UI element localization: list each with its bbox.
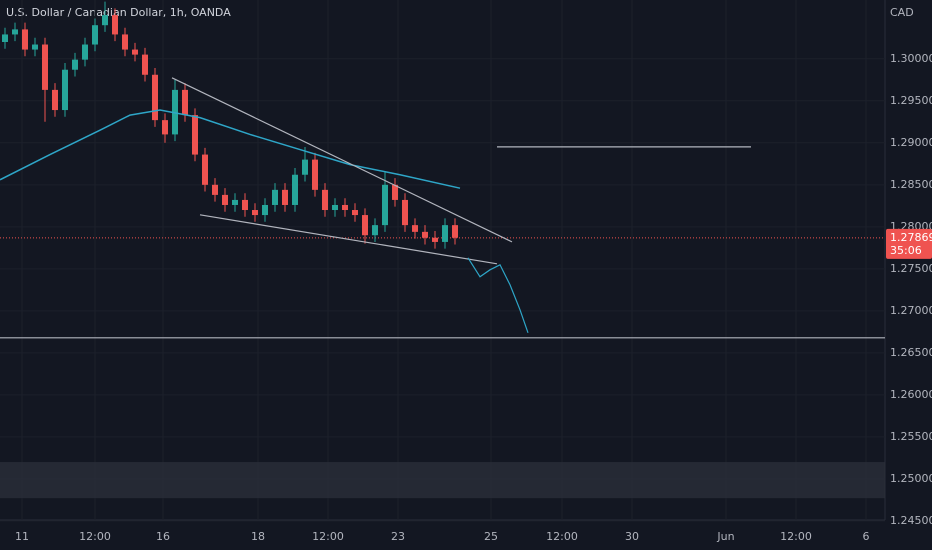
drawing-line [467,257,529,334]
candle-body [242,199,248,211]
x-tick-label: 12:00 [79,530,111,543]
candle-body [412,225,418,232]
candle-body [142,54,148,75]
candle-body [222,194,228,205]
candle-body [32,44,38,50]
candle-body [312,159,318,190]
y-tick-label: 1.30000 [890,52,932,65]
zone [0,462,885,499]
candle-body [362,215,368,236]
x-tick-label: 12:00 [780,530,812,543]
y-tick-label: 1.24500 [890,514,932,527]
y-tick-label: 1.27000 [890,304,932,317]
candle-body [22,29,28,50]
x-tick-label: 12:00 [312,530,344,543]
y-axis-label: CAD [890,6,914,19]
y-tick-label: 1.25500 [890,430,932,443]
y-tick-label: 1.29000 [890,136,932,149]
x-tick-label: 6 [863,530,870,543]
candle-body [82,44,88,60]
y-tick-label: 1.26500 [890,346,932,359]
y-tick-label: 1.28500 [890,178,932,191]
last-price-box [886,228,932,259]
candle-body [102,15,108,26]
y-tick-label: 1.27500 [890,262,932,275]
candle-body [12,29,18,35]
candle-body [282,189,288,205]
candle-body [132,49,138,55]
candle-body [202,154,208,185]
y-tick-label: 1.26000 [890,388,932,401]
candle-body [72,59,78,70]
x-tick-label: 30 [625,530,639,543]
candle-body [212,184,218,195]
candle-body [92,25,98,45]
chart-title: U.S. Dollar / Canadian Dollar, 1h, OANDA [6,6,231,19]
y-tick-label: 1.25000 [890,472,932,485]
x-tick-label: 25 [484,530,498,543]
candle-body [322,189,328,211]
candle-body [122,34,128,50]
candle-body [352,210,358,216]
candle-body [372,225,378,236]
candle-body [192,115,198,155]
y-tick-label: 1.29500 [890,94,932,107]
candle-body [112,15,118,35]
candle-body [42,44,48,90]
candle-body [162,120,168,135]
candle-body [342,204,348,211]
x-tick-label: 16 [156,530,170,543]
drawing-line [171,77,513,243]
candle-body [422,231,428,238]
x-tick-label: 18 [251,530,265,543]
candle-body [442,225,448,242]
candle-body [292,174,298,205]
candle-body [272,189,278,205]
candle-body [152,74,158,121]
candle-body [452,225,458,238]
candle-body [402,199,408,226]
x-tick-label: 23 [391,530,405,543]
candle-body [382,184,388,226]
countdown-label: 35:06 [890,244,922,257]
x-tick-label: 12:00 [546,530,578,543]
candle-body [332,204,338,211]
candle-body [232,199,238,205]
candle-body [302,159,308,175]
candle-body [432,237,438,242]
x-tick-label: 11 [15,530,29,543]
moving-average [0,109,461,189]
candle-body [262,204,268,216]
candle-body [2,34,8,43]
x-tick-label: Jun [716,530,734,543]
candle-body [52,89,58,111]
drawing-line [199,214,498,265]
candle-body [182,89,188,116]
candle-body [252,210,258,216]
candle-body [392,184,398,200]
last-price-label: 1.27869 [890,231,932,244]
candle-body [62,69,68,111]
